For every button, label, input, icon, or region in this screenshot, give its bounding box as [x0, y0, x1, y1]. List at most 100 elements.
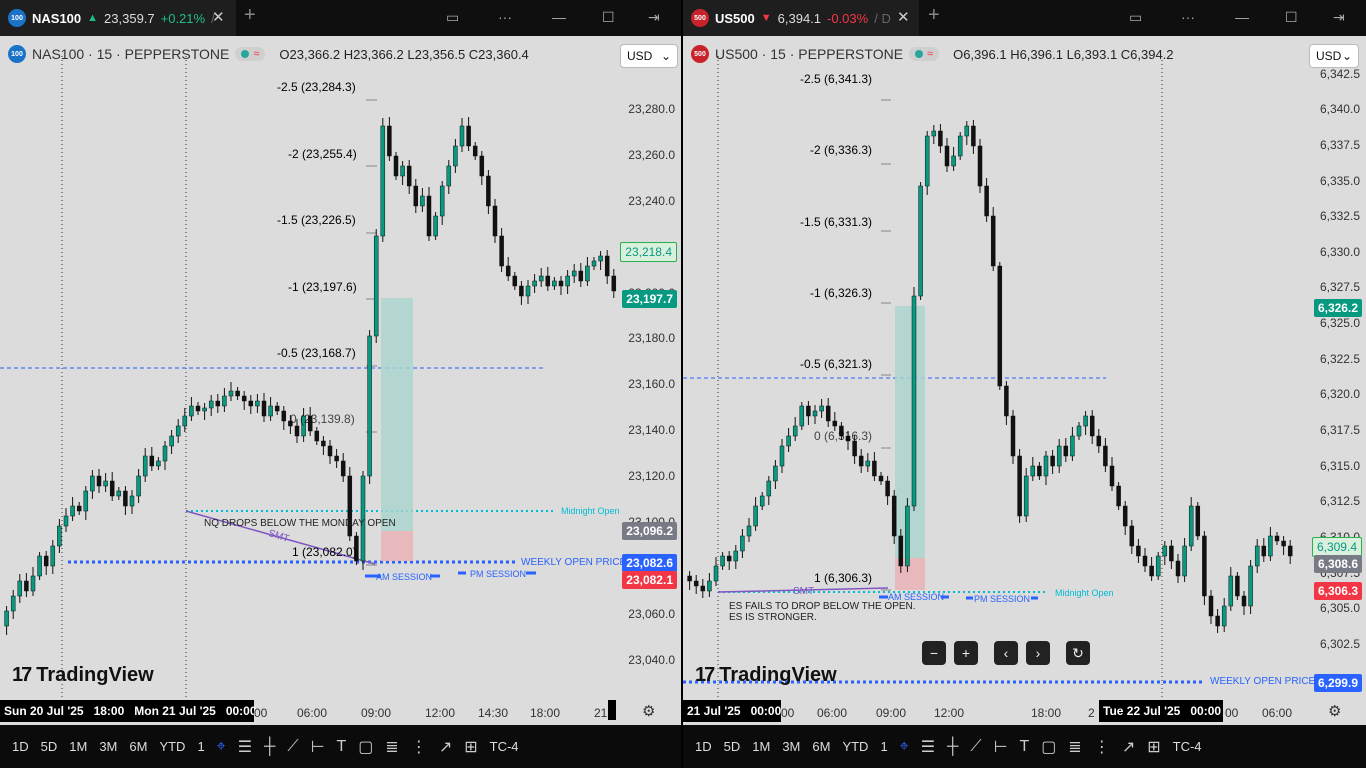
tab-change: +0.21% — [160, 10, 206, 26]
fib-icon[interactable]: ≣ — [385, 738, 399, 756]
us500-price-chart[interactable] — [683, 36, 1366, 698]
rectangle-icon[interactable]: ▢ — [358, 738, 374, 756]
candle — [852, 440, 857, 457]
crosshair-icon[interactable]: ⌖ — [216, 737, 226, 755]
scroll-right-button[interactable]: › — [1026, 641, 1050, 665]
y-tick: 6,330.0 — [1319, 245, 1360, 259]
tab-nas100[interactable]: 100 NAS100 ▲ 23,359.7 +0.21% / — [0, 0, 236, 36]
range-1m[interactable]: 1M — [752, 739, 771, 754]
plus-icon[interactable]: + — [928, 4, 940, 26]
popout-icon[interactable]: ⇥ — [648, 9, 660, 25]
fib-level-label: -1 (6,326.3) — [810, 286, 873, 300]
tab-bar: 500 US500 ▼ 6,394.1 -0.03% / D ✕ + ▭ ···… — [683, 0, 1366, 36]
lines-icon[interactable]: ☰ — [237, 738, 253, 756]
minimize-icon[interactable]: — — [1235, 9, 1249, 25]
settings-icon[interactable]: ⚙ — [1328, 703, 1342, 720]
chevron-down-icon: ⌄ — [1341, 49, 1352, 63]
ohlc-values: O23,366.2 H23,366.2 L23,356.5 C23,360.4 — [279, 46, 529, 62]
vertical-line-icon[interactable]: ┼ — [947, 737, 959, 755]
tab-symbol: NAS100 — [32, 10, 82, 26]
price-tag-stop: 6,306.3 — [1313, 582, 1362, 600]
candle — [997, 265, 1003, 387]
measure-icon[interactable]: ⊞ — [1147, 738, 1161, 756]
more-icon[interactable]: ··· — [498, 9, 512, 25]
candle — [380, 125, 386, 237]
lines-icon[interactable]: ☰ — [920, 738, 936, 756]
range-1d[interactable]: 1D — [695, 739, 712, 754]
settings-icon[interactable]: ⚙ — [642, 703, 656, 720]
zoom-out-button[interactable]: − — [922, 641, 946, 665]
range-3m[interactable]: 3M — [782, 739, 801, 754]
y-tick: 6,325.0 — [1319, 316, 1360, 330]
channel-icon[interactable]: ⋮ — [1093, 738, 1110, 756]
range-ytd[interactable]: YTD — [842, 739, 869, 754]
arrow-icon[interactable]: ↗ — [1121, 738, 1136, 756]
minimize-icon[interactable]: — — [552, 9, 566, 25]
template-button[interactable]: TC-4 — [489, 739, 519, 754]
symbol-legend[interactable]: 500 US500 · 15 · PEPPERSTONE ≈ O6,396.1 … — [683, 40, 1366, 68]
crosshair-icon[interactable]: ⌖ — [899, 737, 909, 755]
template-button[interactable]: TC-4 — [1172, 739, 1202, 754]
candle — [1004, 385, 1009, 417]
symbol-legend[interactable]: 100 NAS100 · 15 · PEPPERSTONE ≈ O23,366.… — [0, 40, 681, 68]
candle — [687, 575, 692, 582]
horizontal-line-icon[interactable]: ⊢ — [993, 738, 1008, 756]
range-ytd[interactable]: YTD — [159, 739, 186, 754]
scroll-left-button[interactable]: ‹ — [994, 641, 1018, 665]
close-tab-icon[interactable]: ✕ — [212, 9, 225, 26]
status-pill[interactable]: ≈ — [235, 47, 266, 61]
channel-icon[interactable]: ⋮ — [410, 738, 427, 756]
price-tag-high: 6,309.4 — [1311, 537, 1362, 557]
maximize-icon[interactable]: ☐ — [602, 9, 615, 25]
candle — [1129, 525, 1135, 547]
layout-icon[interactable]: ▭ — [446, 9, 460, 25]
candle — [175, 425, 181, 437]
tradingview-mark-icon: 17 — [695, 664, 715, 686]
layout-icon[interactable]: ▭ — [1129, 9, 1143, 25]
currency-select[interactable]: USD ⌄ — [1309, 44, 1359, 68]
candle — [598, 255, 603, 262]
plus-icon[interactable]: + — [244, 4, 256, 26]
currency-select[interactable]: USD ⌄ — [620, 44, 678, 68]
status-pill[interactable]: ≈ — [909, 47, 940, 61]
range-6m[interactable]: 6M — [812, 739, 831, 754]
trendline-icon[interactable]: ⟋ — [287, 737, 299, 755]
candle — [387, 125, 392, 157]
text-icon[interactable]: T — [336, 737, 347, 755]
tab-us500[interactable]: 500 US500 ▼ 6,394.1 -0.03% / D — [683, 0, 919, 36]
maximize-icon[interactable]: ☐ — [1285, 9, 1298, 25]
bottom-toolbar: 1D 5D 1M 3M 6M YTD 1 ⌖ ☰ ┼ ⟋ ⊢ T ▢ ≣ ⋮ ↗… — [683, 725, 1366, 768]
candle — [446, 165, 452, 187]
range-1y[interactable]: 1 — [880, 739, 888, 754]
candle — [142, 455, 148, 477]
candle — [1195, 505, 1201, 537]
nas100-price-chart[interactable] — [0, 36, 681, 698]
candle — [1030, 465, 1036, 477]
range-6m[interactable]: 6M — [129, 739, 148, 754]
y-tick: 6,332.5 — [1319, 209, 1360, 223]
range-3m[interactable]: 3M — [99, 739, 118, 754]
measure-icon[interactable]: ⊞ — [464, 738, 478, 756]
horizontal-line-icon[interactable]: ⊢ — [310, 738, 325, 756]
candle — [693, 580, 699, 587]
popout-icon[interactable]: ⇥ — [1333, 9, 1345, 25]
reset-chart-button[interactable]: ↻ — [1066, 641, 1090, 665]
more-icon[interactable]: ··· — [1181, 9, 1195, 25]
vertical-line-icon[interactable]: ┼ — [264, 737, 276, 755]
range-1y[interactable]: 1 — [197, 739, 205, 754]
trendline-icon[interactable]: ⟋ — [970, 737, 982, 755]
range-5d[interactable]: 5D — [40, 739, 58, 754]
arrow-icon[interactable]: ↗ — [438, 738, 453, 756]
text-icon[interactable]: T — [1019, 737, 1030, 755]
zoom-in-button[interactable]: + — [954, 641, 978, 665]
close-tab-icon[interactable]: ✕ — [897, 9, 910, 26]
fib-icon[interactable]: ≣ — [1068, 738, 1082, 756]
range-1d[interactable]: 1D — [12, 739, 29, 754]
range-5d[interactable]: 5D — [723, 739, 741, 754]
candle — [301, 415, 306, 437]
rectangle-icon[interactable]: ▢ — [1041, 738, 1057, 756]
us500-badge-icon: 500 — [691, 45, 709, 63]
range-1m[interactable]: 1M — [69, 739, 88, 754]
candle — [123, 490, 128, 507]
candle — [1188, 505, 1194, 547]
